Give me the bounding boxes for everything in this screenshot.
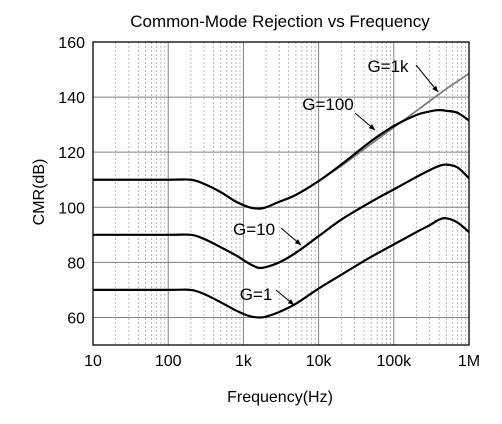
annotation-g-100: G=100 [302,95,354,114]
annotation-g-1k: G=1k [367,57,409,76]
y-tick-label: 80 [67,255,85,272]
chart-grid [92,41,470,346]
y-tick-label: 160 [58,35,85,52]
x-tick-label: 1M [458,353,480,370]
chart-series [93,72,470,319]
y-tick-label: 120 [58,145,85,162]
annotation-arrowhead-g-1k [432,85,438,92]
x-tick-label: 10 [84,353,102,370]
plot-frame [92,41,470,346]
series-line-g-1 [93,217,470,319]
x-tick-label: 10k [306,353,333,370]
x-axis-label: Frequency(Hz) [227,389,333,406]
annotation-g-10: G=10 [233,220,275,239]
x-axis: 10 100 1k 10k 100k 1M [84,353,480,370]
y-axis-label: CMR(dB) [31,159,48,226]
chart-title: Common-Mode Rejection vs Frequency [130,12,430,31]
y-axis: 60 80 100 120 140 160 [58,35,85,327]
y-tick-label: 60 [67,310,85,327]
annotation-arrowhead-g-10 [294,239,301,245]
y-tick-label: 140 [58,90,85,107]
annotation-arrowhead-g-100 [368,124,375,130]
annotation-arrowhead-g-1 [287,299,294,305]
x-tick-label: 100 [155,353,182,370]
annotation-g-1: G=1 [240,285,273,304]
x-tick-label: 1k [235,353,253,370]
series-line-g-100 [93,108,470,210]
series-annotations: G=1k G=100 G=10 G=1 [233,57,439,306]
y-tick-label: 100 [58,200,85,217]
series-line-g-10 [93,163,470,270]
x-tick-label: 100k [376,353,412,370]
